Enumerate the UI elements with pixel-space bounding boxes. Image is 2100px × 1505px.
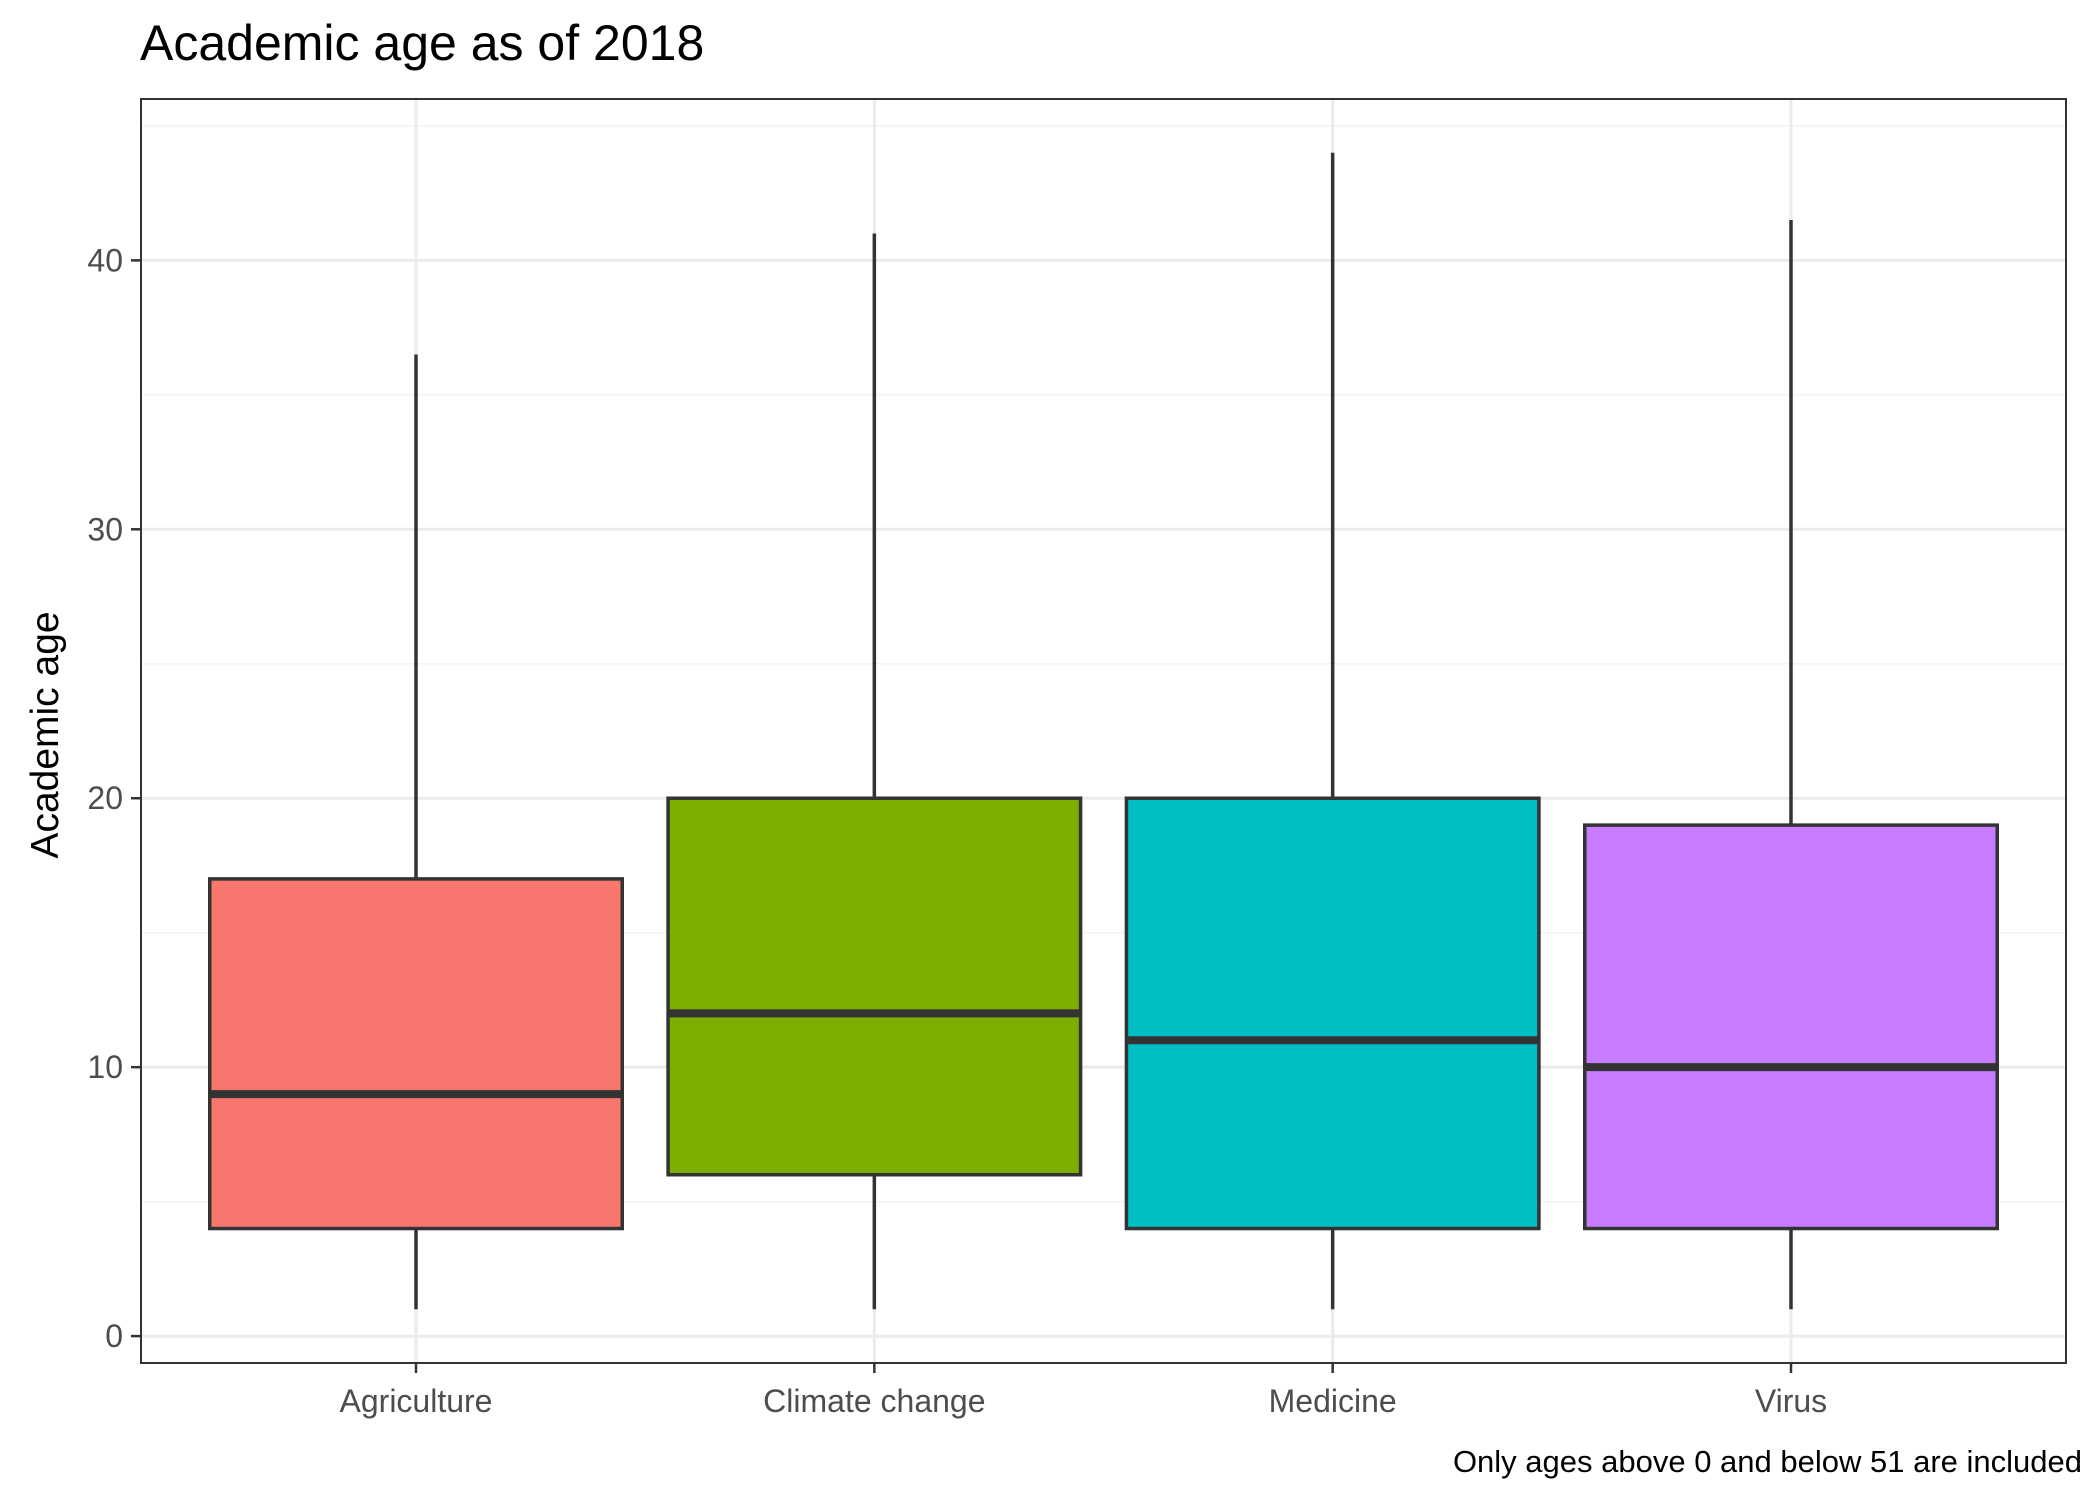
chart-title: Academic age as of 2018 bbox=[140, 15, 704, 71]
y-axis-title: Academic age bbox=[24, 611, 67, 858]
box-virus bbox=[1583, 823, 1999, 1231]
panel-border bbox=[140, 98, 2067, 1364]
y-tick-label: 10 bbox=[87, 1049, 123, 1085]
y-tick-label: 0 bbox=[105, 1318, 123, 1354]
box-agriculture bbox=[208, 877, 624, 1231]
plot-area: 0 10 20 30 40 Agriculture Climate change Medici… bbox=[87, 98, 2067, 1419]
y-tick-label: 40 bbox=[87, 242, 123, 278]
x-tick-label: Agriculture bbox=[340, 1383, 493, 1419]
x-tick-label: Climate change bbox=[763, 1383, 985, 1419]
y-tick-label: 30 bbox=[87, 511, 123, 547]
box-medicine bbox=[1124, 796, 1541, 1231]
x-tick-label: Virus bbox=[1755, 1383, 1827, 1419]
box-climate-change bbox=[666, 796, 1083, 1177]
x-tick-label: Medicine bbox=[1269, 1383, 1397, 1419]
chart-caption: Only ages above 0 and below 51 are inclu… bbox=[1453, 1444, 2082, 1479]
y-tick-label: 20 bbox=[87, 780, 123, 816]
